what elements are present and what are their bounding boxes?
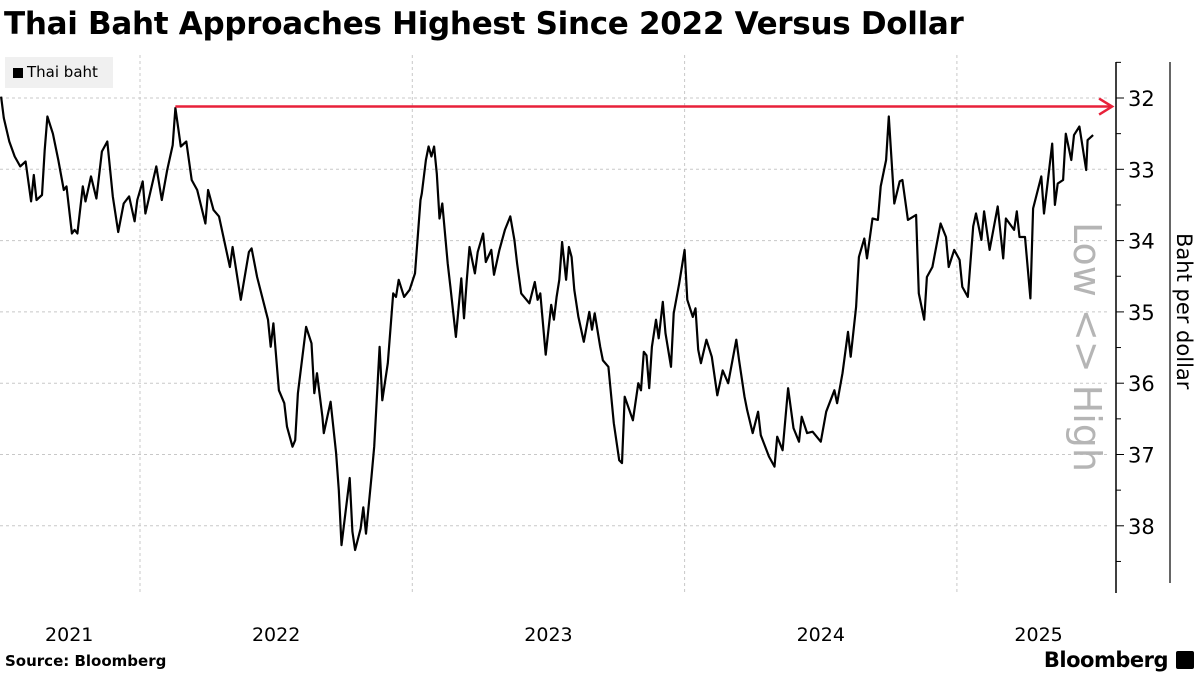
y-tick-label: 33 — [1128, 158, 1155, 182]
series-line-thai-baht — [0, 96, 1094, 552]
y-tick-label: 37 — [1128, 444, 1155, 468]
low-high-note: Low <> High — [1065, 222, 1109, 472]
chart-title: Thai Baht Approaches Highest Since 2022 … — [4, 6, 964, 42]
bloomberg-terminal-icon — [1176, 651, 1194, 669]
y-tick-label: 34 — [1128, 230, 1155, 254]
legend: Thai baht — [5, 57, 113, 88]
arrow-head-icon — [1098, 97, 1115, 116]
source-note: Source: Bloomberg — [5, 652, 167, 670]
y-axis-label: Baht per dollar — [1172, 233, 1196, 390]
y-tick-label: 35 — [1128, 301, 1155, 325]
x-tick-label: 2023 — [524, 624, 572, 646]
y-tick-label: 32 — [1128, 87, 1155, 111]
legend-swatch — [13, 68, 23, 78]
x-tick-label: 2025 — [1014, 624, 1062, 646]
x-tick-label: 2024 — [797, 624, 845, 646]
x-tick-label: 2021 — [45, 624, 93, 646]
x-tick-label: 2022 — [252, 624, 300, 646]
y-tick-label: 36 — [1128, 372, 1155, 396]
y-tick-label: 38 — [1128, 515, 1155, 539]
legend-label: Thai baht — [27, 63, 98, 81]
bloomberg-logo: Bloomberg — [1043, 648, 1169, 672]
